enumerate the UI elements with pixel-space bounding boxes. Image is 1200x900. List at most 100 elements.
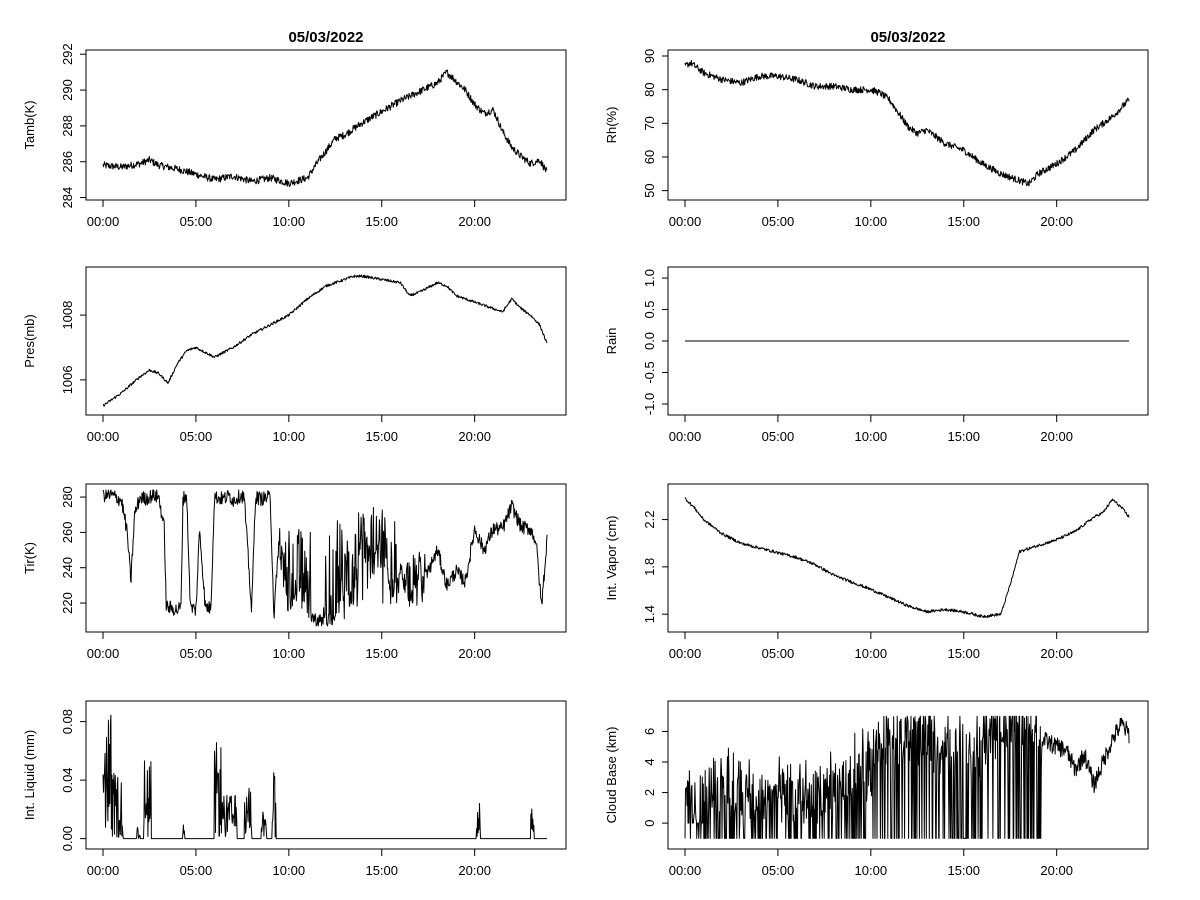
x-tick-label: 00:00 xyxy=(87,863,120,878)
x-tick-label: 05:00 xyxy=(180,863,213,878)
x-tick-label: 15:00 xyxy=(365,646,398,661)
panel-tamb: 05/03/2022 Tamb(K) 284 286 288 290 292 00:00 05:… xyxy=(22,29,567,229)
x-tick-label: 15:00 xyxy=(947,863,980,878)
y-tick-label: 260 xyxy=(60,522,75,544)
x-tick-label: 00:00 xyxy=(87,429,120,444)
plot-frame xyxy=(85,700,567,850)
y-tick-label: 2.2 xyxy=(642,511,657,529)
x-tick-label: 10:00 xyxy=(273,429,306,444)
y-tick-label: 70 xyxy=(642,116,657,130)
y-tick-label: 4 xyxy=(642,758,657,765)
chart-title: 05/03/2022 xyxy=(870,29,945,46)
x-tick-label: 05:00 xyxy=(180,646,213,661)
series-line-liquid xyxy=(102,714,548,840)
y-axis-label: Pres(mb) xyxy=(22,314,37,367)
y-tick-label: 2 xyxy=(642,789,657,796)
x-tick-label: 10:00 xyxy=(273,214,306,229)
panel-tir: Tir(K) 220 240 260 280 00:00 05:00 10:00 15:00 20… xyxy=(22,483,567,661)
series-line-vapor xyxy=(684,497,1130,619)
y-tick-label: -0.5 xyxy=(642,361,657,383)
x-tick-label: 00:00 xyxy=(87,646,120,661)
x-tick-label: 05:00 xyxy=(762,646,795,661)
x-tick-label: 05:00 xyxy=(762,429,795,444)
panel-liquid: Int. Liquid (mm) 0.00 0.04 0.08 00:00 05:00 10… xyxy=(22,700,567,878)
y-axis-label: Tamb(K) xyxy=(22,100,37,149)
x-tick-label: 00:00 xyxy=(669,646,702,661)
y-tick-label: 220 xyxy=(60,592,75,614)
x-tick-label: 00:00 xyxy=(87,214,120,229)
y-tick-label: 1008 xyxy=(60,301,75,330)
chart-title: 05/03/2022 xyxy=(288,29,363,46)
x-tick-label: 15:00 xyxy=(365,863,398,878)
series-line-tamb xyxy=(102,69,548,187)
series-line-tir xyxy=(102,489,548,627)
y-tick-label: -1.0 xyxy=(642,393,657,415)
x-tick-label: 20:00 xyxy=(458,429,491,444)
x-tick-label: 20:00 xyxy=(1040,646,1073,661)
panel-cloudbase: Cloud Base (km) 0 2 4 6 00:00 05:00 10:00 15:00 2… xyxy=(604,700,1149,878)
y-axis-label: Cloud Base (km) xyxy=(604,727,619,824)
x-tick-label: 15:00 xyxy=(365,214,398,229)
x-tick-label: 20:00 xyxy=(1040,429,1073,444)
panel-vapor: Int. Vapor (cm) 1.4 1.8 2.2 00:00 05:00 10:00 1… xyxy=(604,483,1149,661)
x-tick-label: 20:00 xyxy=(458,214,491,229)
y-tick-label: 0.04 xyxy=(60,767,75,792)
y-tick-label: 290 xyxy=(60,79,75,101)
x-tick-label: 20:00 xyxy=(458,646,491,661)
y-tick-label: 284 xyxy=(60,187,75,209)
x-tick-label: 10:00 xyxy=(273,863,306,878)
y-tick-label: 240 xyxy=(60,557,75,579)
plot-frame xyxy=(85,49,567,201)
y-tick-label: 80 xyxy=(642,82,657,96)
plot-frame xyxy=(85,266,567,416)
series-line-cloudbase xyxy=(684,715,1130,839)
y-tick-label: 0.08 xyxy=(60,709,75,734)
panel-rh: 05/03/2022 Rh(%) 50 60 70 80 90 00:00 05:00 10:00… xyxy=(604,29,1149,229)
x-tick-label: 10:00 xyxy=(855,646,888,661)
x-tick-label: 15:00 xyxy=(947,429,980,444)
y-axis-label: Tir(K) xyxy=(22,542,37,574)
y-tick-label: 286 xyxy=(60,151,75,173)
x-tick-label: 05:00 xyxy=(762,863,795,878)
panel-rain: Rain -1.0 -0.5 0.0 0.5 1.0 00:00 05:00 10:00 15:0… xyxy=(604,266,1149,444)
y-tick-label: 6 xyxy=(642,728,657,735)
y-tick-label: 1006 xyxy=(60,365,75,394)
y-tick-label: 0.5 xyxy=(642,300,657,318)
x-tick-label: 20:00 xyxy=(458,863,491,878)
y-tick-label: 0 xyxy=(642,820,657,827)
y-axis-label: Rain xyxy=(604,328,619,355)
y-tick-label: 60 xyxy=(642,150,657,164)
x-tick-label: 15:00 xyxy=(947,214,980,229)
y-tick-label: 0.0 xyxy=(642,332,657,350)
y-tick-label: 0.00 xyxy=(60,826,75,851)
x-tick-label: 05:00 xyxy=(180,429,213,444)
series-line-rh xyxy=(684,59,1130,187)
x-tick-label: 20:00 xyxy=(1040,214,1073,229)
y-axis-label: Rh(%) xyxy=(604,107,619,144)
x-tick-label: 10:00 xyxy=(855,214,888,229)
x-tick-label: 05:00 xyxy=(762,214,795,229)
x-tick-label: 10:00 xyxy=(855,429,888,444)
y-tick-label: 50 xyxy=(642,183,657,197)
panel-pres: Pres(mb) 1006 1008 00:00 05:00 10:00 15:00 20:0… xyxy=(22,266,567,444)
plot-frame xyxy=(667,483,1149,633)
x-tick-label: 00:00 xyxy=(669,429,702,444)
x-tick-label: 05:00 xyxy=(180,214,213,229)
y-axis-label: Int. Liquid (mm) xyxy=(22,730,37,820)
y-tick-label: 1.0 xyxy=(642,269,657,287)
y-tick-label: 288 xyxy=(60,115,75,137)
x-tick-label: 00:00 xyxy=(669,863,702,878)
y-tick-label: 1.4 xyxy=(642,605,657,623)
y-tick-label: 292 xyxy=(60,43,75,65)
y-axis-label: Int. Vapor (cm) xyxy=(604,515,619,600)
x-tick-label: 15:00 xyxy=(947,646,980,661)
x-tick-label: 10:00 xyxy=(855,863,888,878)
y-tick-label: 90 xyxy=(642,49,657,63)
x-tick-label: 15:00 xyxy=(365,429,398,444)
y-tick-label: 1.8 xyxy=(642,558,657,576)
series-line-pres xyxy=(102,274,548,407)
x-tick-label: 20:00 xyxy=(1040,863,1073,878)
x-tick-label: 00:00 xyxy=(669,214,702,229)
y-tick-label: 280 xyxy=(60,486,75,508)
